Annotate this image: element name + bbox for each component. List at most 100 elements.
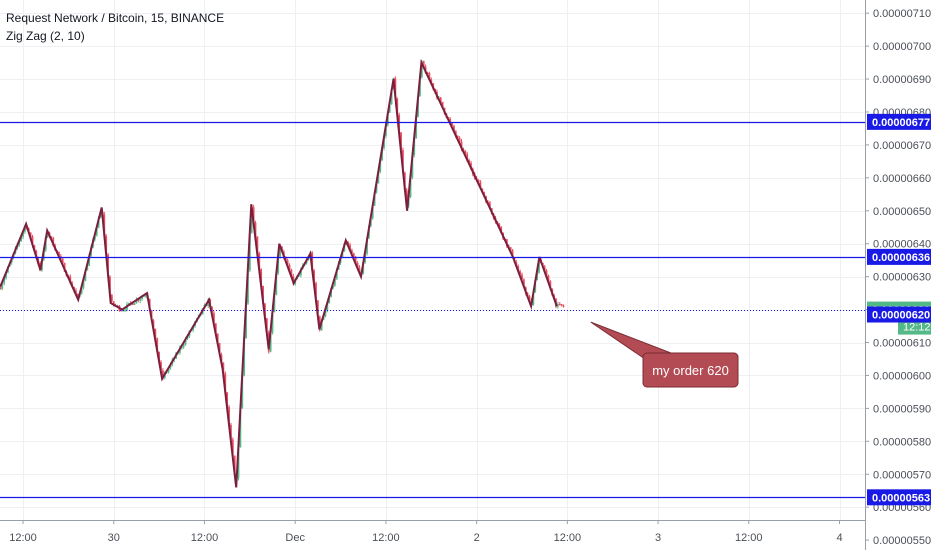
candle-body <box>415 116 418 139</box>
price-tick-label: 0.00000610 <box>873 338 931 350</box>
time-tick-label: 3 <box>655 532 661 544</box>
time-tick-label: 12:00 <box>554 532 582 544</box>
chart-title: Request Network / Bitcoin, 15, BINANCE <box>6 11 225 25</box>
candle-body <box>521 274 523 280</box>
candle-body <box>458 137 461 142</box>
candle-body <box>82 281 85 288</box>
candle-body <box>230 424 232 440</box>
candle-body <box>398 115 401 133</box>
candle-body <box>233 455 236 474</box>
candle-body <box>350 250 353 254</box>
candle-body <box>160 362 162 371</box>
candle-body <box>248 232 251 271</box>
candle-body <box>139 298 142 301</box>
candle-body <box>528 296 531 301</box>
candle-body <box>428 72 431 80</box>
candle-body <box>182 344 185 348</box>
candle-body <box>543 266 546 271</box>
hline-price-tag-bg <box>867 489 931 506</box>
price-tick-label: 0.00000650 <box>873 206 931 218</box>
candle-body <box>213 312 215 324</box>
candle-body <box>477 179 480 182</box>
candle-body <box>137 299 140 301</box>
candle-body <box>112 301 115 306</box>
zigzag-line <box>0 58 558 488</box>
candle-body <box>3 278 6 284</box>
candle-body <box>545 270 548 276</box>
candle-body <box>31 236 34 246</box>
candle-body <box>84 270 87 282</box>
hline-price-tag-text: 0.00000677 <box>872 117 930 129</box>
hline-price-tag-bg <box>867 113 931 130</box>
candle-body <box>50 236 53 238</box>
candle-body <box>214 323 217 334</box>
candle-body <box>333 278 336 286</box>
candle-body <box>324 310 327 317</box>
candle-body <box>269 332 272 352</box>
candle-body <box>154 328 157 338</box>
candle-body <box>250 207 253 233</box>
price-tick-label: 0.00000600 <box>873 370 931 382</box>
candle-body <box>562 305 565 307</box>
order-price-tag-bg <box>867 306 931 323</box>
candle-body <box>226 392 229 407</box>
candle-body <box>58 251 60 257</box>
candle-body <box>538 259 540 273</box>
time-tick-label: 4 <box>836 532 842 544</box>
candle-body <box>46 232 49 238</box>
time-tick-label: 12:00 <box>372 532 400 544</box>
candle-body <box>466 153 469 161</box>
candle-body <box>141 296 143 299</box>
candle-body <box>61 259 64 264</box>
candle-body <box>224 373 227 393</box>
hline-price-tag: 0.00000677 <box>867 113 931 130</box>
candle-body <box>422 60 425 67</box>
price-tick-label: 0.00000580 <box>873 436 931 448</box>
candle-body <box>377 171 380 184</box>
candle-body <box>358 267 361 273</box>
candle-body <box>124 309 126 311</box>
candle-body <box>279 247 281 257</box>
candle-body <box>441 101 444 108</box>
candle-body <box>184 338 187 345</box>
candle-body <box>371 205 374 219</box>
candle-body <box>258 253 261 270</box>
candle-body <box>120 310 123 312</box>
candle-body <box>277 256 280 274</box>
candle-body <box>133 303 136 305</box>
hline-price-tag: 0.00000636 <box>867 248 931 265</box>
hline-price-tag-text: 0.00000636 <box>872 252 930 264</box>
price-tick-label: 0.00000630 <box>873 272 931 284</box>
candle-body <box>379 160 382 172</box>
candle-body <box>256 236 259 254</box>
price-axis: 0.000007100.000007000.000006900.00000680… <box>865 8 931 547</box>
order-callout: my order 620 <box>590 321 739 388</box>
candle-body <box>273 295 276 312</box>
time-tick-label: Dec <box>285 532 305 544</box>
time-tick-label: 12:00 <box>9 532 37 544</box>
candle-body <box>488 202 491 209</box>
candle-body <box>228 406 230 425</box>
candle-body <box>479 181 482 189</box>
callout-box <box>642 352 739 388</box>
candle-body <box>156 337 159 352</box>
candle-body <box>547 275 550 282</box>
candle-body <box>75 290 77 294</box>
time-tick-label: 12:00 <box>191 532 219 544</box>
candle-body <box>167 367 170 372</box>
price-tick-label: 0.00000710 <box>873 8 931 20</box>
candle-body <box>86 265 89 271</box>
candle-body <box>247 270 249 304</box>
price-tick-label: 0.00000640 <box>873 239 931 251</box>
candle-body <box>290 269 293 276</box>
time-tick-label: 30 <box>108 532 120 544</box>
candle-body <box>549 281 552 289</box>
candle-body <box>5 272 7 279</box>
candle-body <box>161 370 164 378</box>
countdown-tag: 12:12 <box>898 319 931 335</box>
candle-body <box>522 279 525 288</box>
candle-body <box>318 316 321 330</box>
candle-body <box>127 302 130 305</box>
